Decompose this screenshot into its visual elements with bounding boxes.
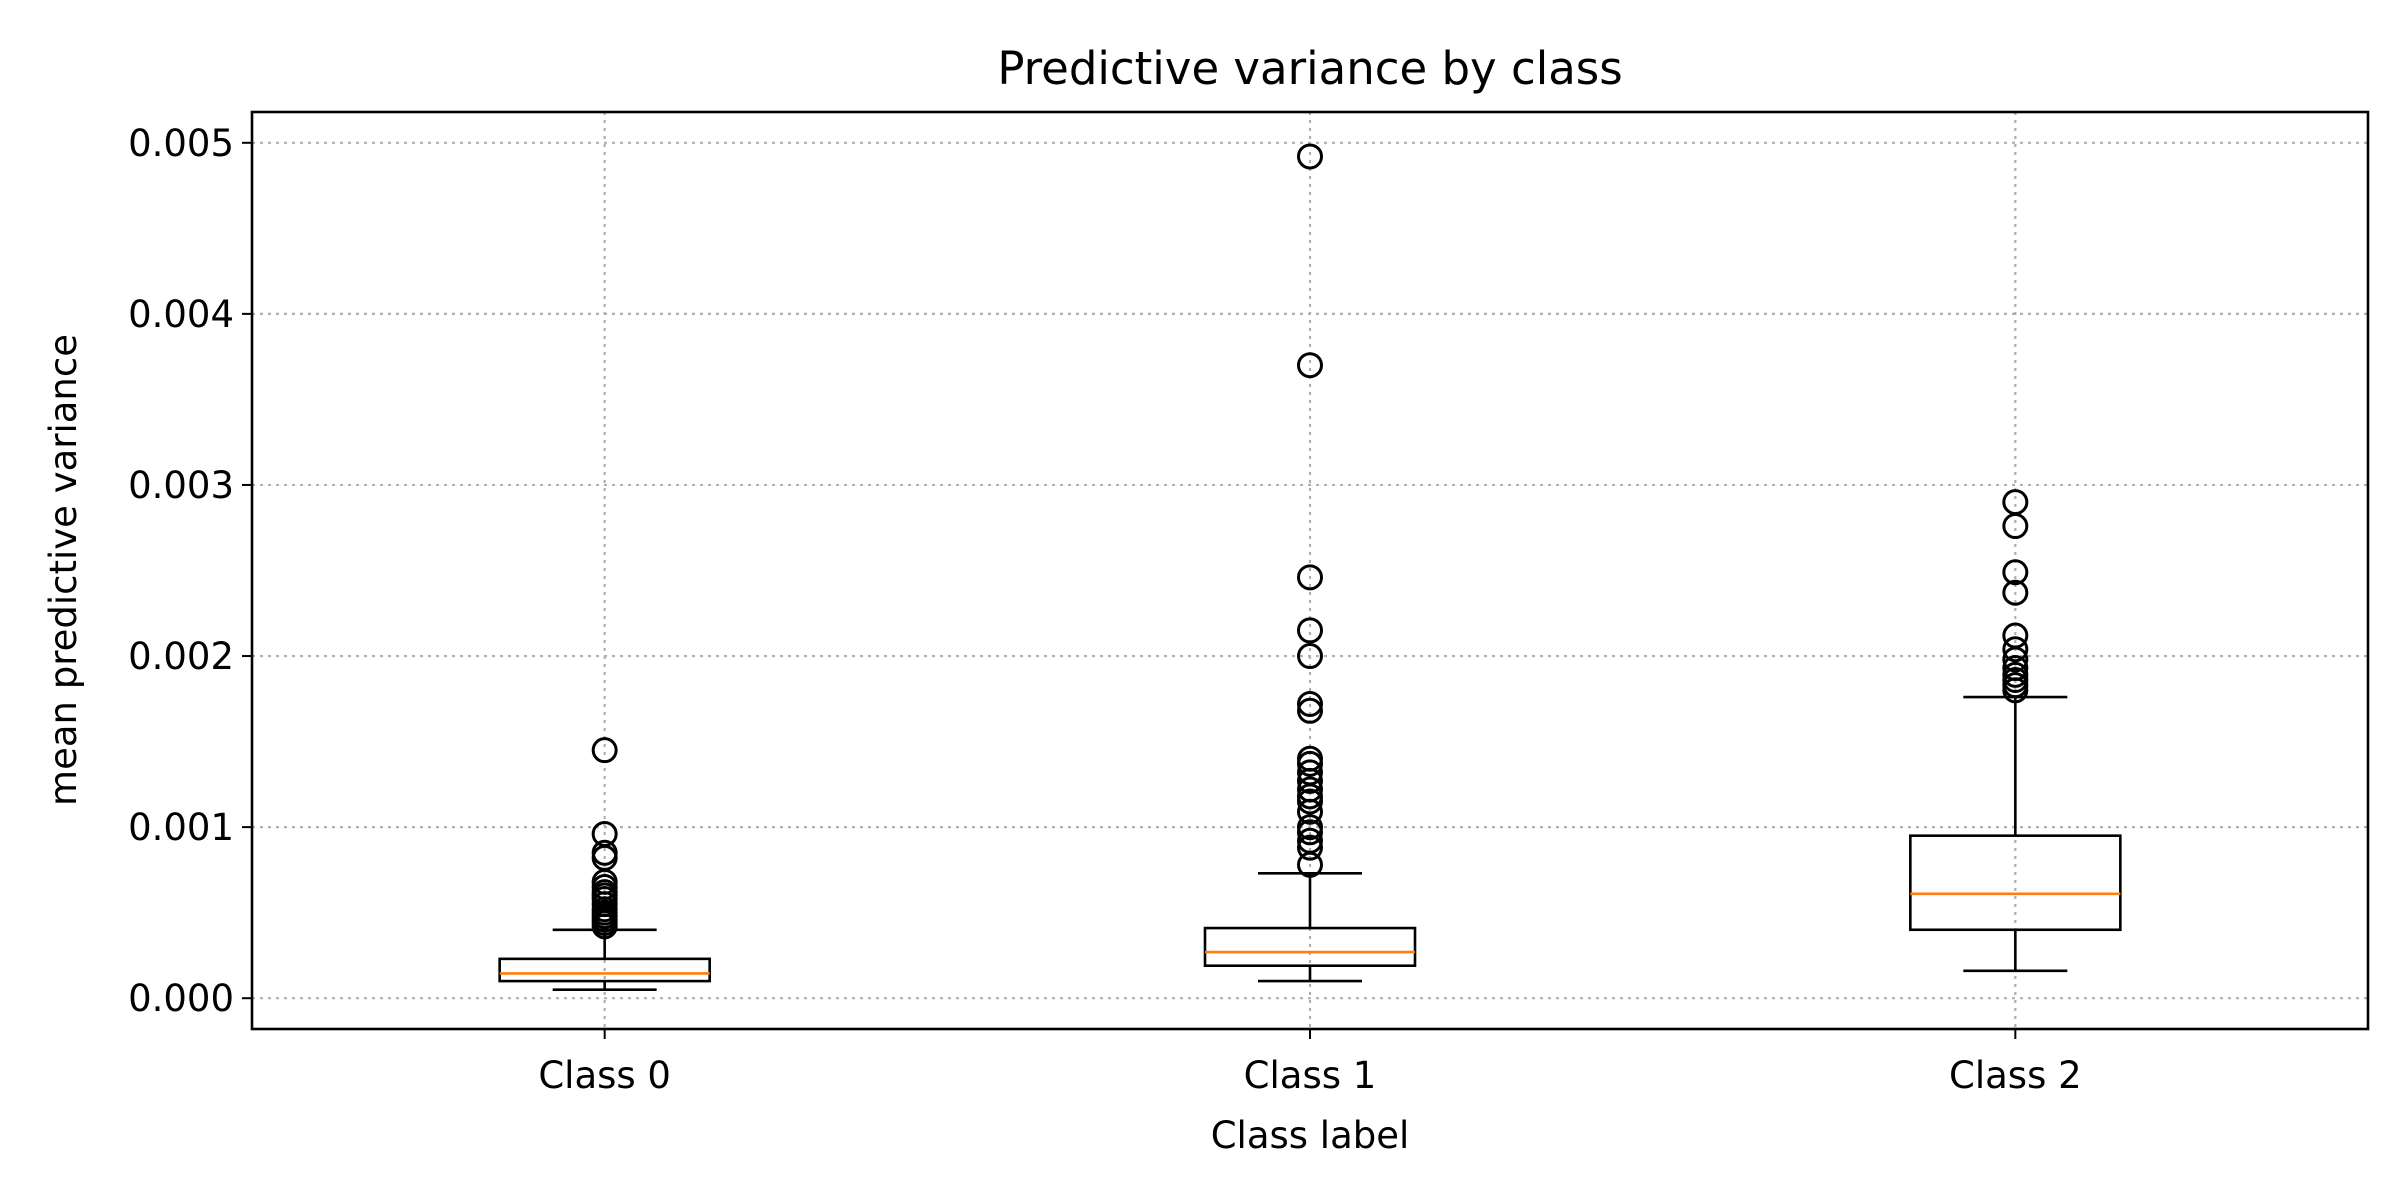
outlier-point <box>591 820 618 847</box>
y-axis: 0.000 0.001 0.002 0.003 0.004 0.005 <box>128 122 252 1020</box>
y-tick-label: 0.000 <box>128 977 234 1020</box>
outlier-point <box>2002 579 2029 606</box>
x-tick-label: Class 2 <box>1949 1054 2082 1097</box>
outlier-point <box>1297 643 1323 670</box>
chart-title: Predictive variance by class <box>997 42 1622 95</box>
outlier-point <box>1297 745 1323 772</box>
y-tick-label: 0.003 <box>128 464 234 507</box>
iqr-box <box>498 957 711 983</box>
outlier-point <box>1297 759 1323 786</box>
box-group <box>1909 489 2122 973</box>
outlier-point <box>1297 564 1323 591</box>
y-tick-label: 0.004 <box>128 293 234 336</box>
outlier-point <box>1297 697 1323 724</box>
y-tick-label: 0.001 <box>128 806 234 849</box>
y-tick-label: 0.005 <box>128 122 234 165</box>
grid-layer <box>252 112 2368 1029</box>
outlier-point <box>2002 489 2029 516</box>
boxes-layer <box>498 143 2122 991</box>
outlier-point <box>1297 827 1323 854</box>
outlier-point <box>1297 690 1323 717</box>
outlier-point <box>1297 617 1323 644</box>
outlier-point <box>2002 655 2029 682</box>
outlier-point <box>2002 513 2029 540</box>
box-group <box>1203 143 1417 983</box>
outlier-point <box>2002 559 2029 586</box>
x-axis-label: Class label <box>1211 1114 1410 1157</box>
outlier-point <box>2002 636 2029 663</box>
outlier-point <box>1297 776 1323 803</box>
x-tick-label: Class 0 <box>538 1054 671 1097</box>
y-tick-label: 0.002 <box>128 635 234 678</box>
iqr-box <box>1203 926 1417 967</box>
outlier-point <box>1297 834 1323 861</box>
x-axis: Class 0 Class 1 Class 2 <box>538 1029 2082 1097</box>
iqr-box <box>1909 834 2122 932</box>
outlier-point <box>2002 661 2029 688</box>
outlier-point <box>1297 143 1323 170</box>
outlier-point <box>2002 622 2029 649</box>
outlier-point <box>1297 814 1323 841</box>
x-tick-label: Class 1 <box>1244 1054 1377 1097</box>
box-group <box>498 737 711 991</box>
y-axis-label: mean predictive variance <box>42 334 85 806</box>
outlier-point <box>1297 352 1323 379</box>
outlier-point <box>591 737 618 764</box>
outlier-point <box>591 839 618 866</box>
